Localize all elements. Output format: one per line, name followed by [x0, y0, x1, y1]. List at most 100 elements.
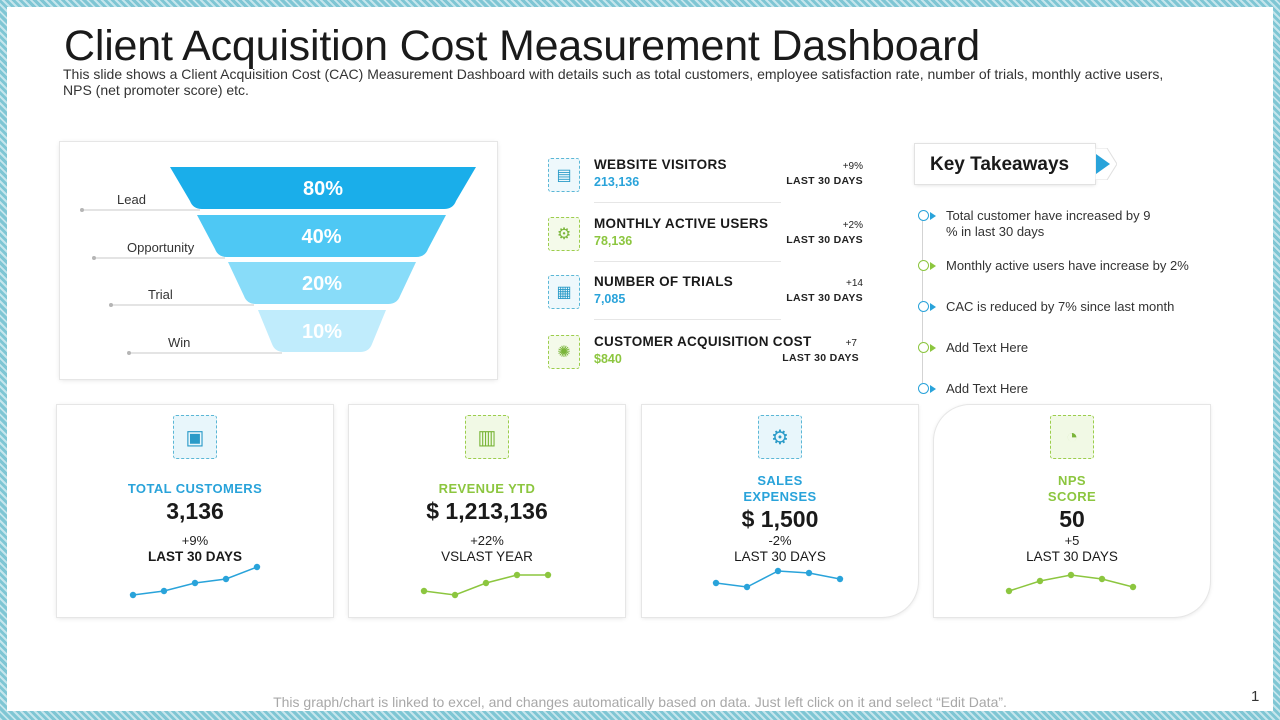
bullet-icon — [918, 210, 929, 221]
sparkline-point — [253, 563, 261, 571]
bullet-icon — [918, 342, 929, 353]
takeaway-text: CAC is reduced by 7% since last month — [946, 299, 1175, 314]
funnel-percent-label: 20% — [302, 273, 342, 295]
card-period: LAST 30 DAYS — [734, 549, 826, 564]
funnel-stage-label: Win — [168, 335, 190, 350]
card-value: $ 1,500 — [741, 506, 819, 532]
metric-value: 7,085 — [594, 292, 626, 306]
bullet-icon — [918, 260, 929, 271]
growth-chart-icon: ▥ — [465, 415, 509, 459]
divider — [594, 202, 781, 203]
sparkline-point — [774, 567, 782, 575]
funnel-stage-trial[interactable] — [228, 262, 416, 304]
card-period: LAST 30 DAYS — [147, 549, 243, 564]
card-label: TOTAL CUSTOMERS — [127, 481, 263, 496]
browser-icon: ▤ — [548, 158, 580, 192]
sparkline-point — [743, 583, 751, 591]
sparkline-point — [222, 575, 230, 583]
funnel-percent-label: 10% — [302, 321, 342, 343]
card-label-line: EXPENSES — [743, 489, 817, 504]
sparkline-point — [160, 587, 168, 595]
metric-monthly-active-users[interactable]: ⚙ MONTHLY ACTIVE USERS 78,136 +2% LAST 3… — [548, 216, 863, 262]
card-value: 50 — [1059, 506, 1085, 532]
sparkline-point — [129, 591, 137, 599]
sparkline-point — [1036, 577, 1044, 585]
funnel-panel[interactable]: 80% 40% 20% 10% Lead Opportunity Trial Win — [60, 142, 497, 379]
card-change: +9% — [181, 533, 209, 548]
sparkline-point — [482, 579, 490, 587]
metric-value: $840 — [594, 352, 622, 366]
trend-sparkline — [1005, 571, 1137, 595]
metric-period: LAST 30 DAYS — [786, 292, 863, 304]
metric-label: NUMBER OF TRIALS — [594, 274, 734, 289]
arrow-icon — [930, 303, 936, 311]
sparkline-point — [1129, 583, 1137, 591]
network-icon: ✺ — [548, 335, 580, 369]
card-label-line: SCORE — [1047, 489, 1097, 504]
sparkline-point — [451, 591, 459, 599]
gauge-icon: ◔ — [1050, 415, 1094, 459]
bullet-icon — [918, 383, 929, 394]
sparkline-point — [513, 571, 521, 579]
gear-icon: ⚙ — [548, 217, 580, 251]
chevron-right-icon — [1095, 148, 1117, 180]
sparkline-point — [420, 587, 428, 595]
funnel-chart[interactable]: 80% 40% 20% 10% Lead Opportunity Trial Win — [60, 142, 497, 379]
metric-value: 78,136 — [594, 234, 633, 248]
divider — [594, 261, 781, 262]
sparkline-point — [1005, 587, 1013, 595]
gear-dollar-icon: ⚙ — [758, 415, 802, 459]
trend-sparkline — [420, 571, 552, 599]
card-label: REVENUE YTD — [438, 481, 536, 496]
divider — [594, 319, 781, 320]
card-change: -2% — [768, 533, 792, 548]
key-takeaways-title: Key Takeaways — [930, 154, 1070, 175]
card-sales-expenses[interactable]: ⚙ SALES EXPENSES $ 1,500 -2% LAST 30 DAY… — [642, 405, 918, 617]
card-total-customers[interactable]: ▣ TOTAL CUSTOMERS 3,136 +9% LAST 30 DAYS — [57, 405, 333, 617]
page-title: Client Acquisition Cost Measurement Dash… — [64, 22, 980, 70]
metric-customer-acquisition-cost[interactable]: ✺ CUSTOMER ACQUISITION COST $840 +7 LAST… — [548, 334, 863, 380]
funnel-leader-dot — [109, 303, 113, 307]
presentation-icon: ▣ — [173, 415, 217, 459]
funnel-stage-lead[interactable] — [170, 167, 476, 209]
funnel-leader-dot — [92, 256, 96, 260]
funnel-stage-label: Trial — [148, 287, 173, 302]
page-number: 1 — [1251, 688, 1260, 705]
metric-period: LAST 30 DAYS — [786, 234, 863, 246]
card-period: VSLAST YEAR — [441, 549, 533, 564]
calculator-icon: ▦ — [548, 275, 580, 309]
card-change: +5 — [1064, 533, 1080, 548]
card-value: $ 1,213,136 — [426, 498, 548, 524]
metric-change: +9% — [842, 161, 863, 172]
trend-sparkline — [129, 563, 261, 599]
key-takeaways-header: Key Takeaways — [915, 144, 1095, 184]
metric-period: LAST 30 DAYS — [782, 352, 859, 364]
sparkline-point — [712, 579, 720, 587]
takeaway-text: Add Text Here — [946, 381, 1029, 396]
sparkline-point — [191, 579, 199, 587]
metric-change: +14 — [846, 278, 863, 289]
arrow-icon — [930, 344, 936, 352]
arrow-icon — [930, 262, 936, 270]
metric-website-visitors[interactable]: ▤ WEBSITE VISITORS 213,136 +9% LAST 30 D… — [548, 157, 863, 203]
funnel-stage-opportunity[interactable] — [197, 215, 446, 257]
takeaway-text: Total customer have increased by 9 % in … — [946, 208, 1151, 239]
funnel-leader-dot — [127, 351, 131, 355]
sparkline-point — [1067, 571, 1075, 579]
card-revenue-ytd[interactable]: ▥ REVENUE YTD $ 1,213,136 +22% VSLAST YE… — [349, 405, 625, 617]
funnel-stage-label: Lead — [117, 192, 146, 207]
card-label-line: NPS — [1058, 473, 1086, 488]
funnel-leader-dot — [80, 208, 84, 212]
metric-number-of-trials[interactable]: ▦ NUMBER OF TRIALS 7,085 +14 LAST 30 DAY… — [548, 274, 863, 320]
card-label-line: SALES — [757, 473, 803, 488]
funnel-percent-label: 80% — [303, 178, 343, 200]
takeaway-text: Add Text Here — [946, 340, 1029, 355]
funnel-stage-win[interactable] — [258, 310, 386, 352]
metric-label: CUSTOMER ACQUISITION COST — [594, 334, 812, 349]
metric-change: +2% — [842, 220, 863, 231]
card-nps-score[interactable]: ◔ NPS SCORE 50 +5 LAST 30 DAYS — [934, 405, 1210, 617]
page-subtitle: This slide shows a Client Acquisition Co… — [63, 66, 1164, 98]
arrow-icon — [930, 385, 936, 393]
metric-value: 213,136 — [594, 175, 640, 189]
funnel-percent-label: 40% — [301, 226, 341, 248]
